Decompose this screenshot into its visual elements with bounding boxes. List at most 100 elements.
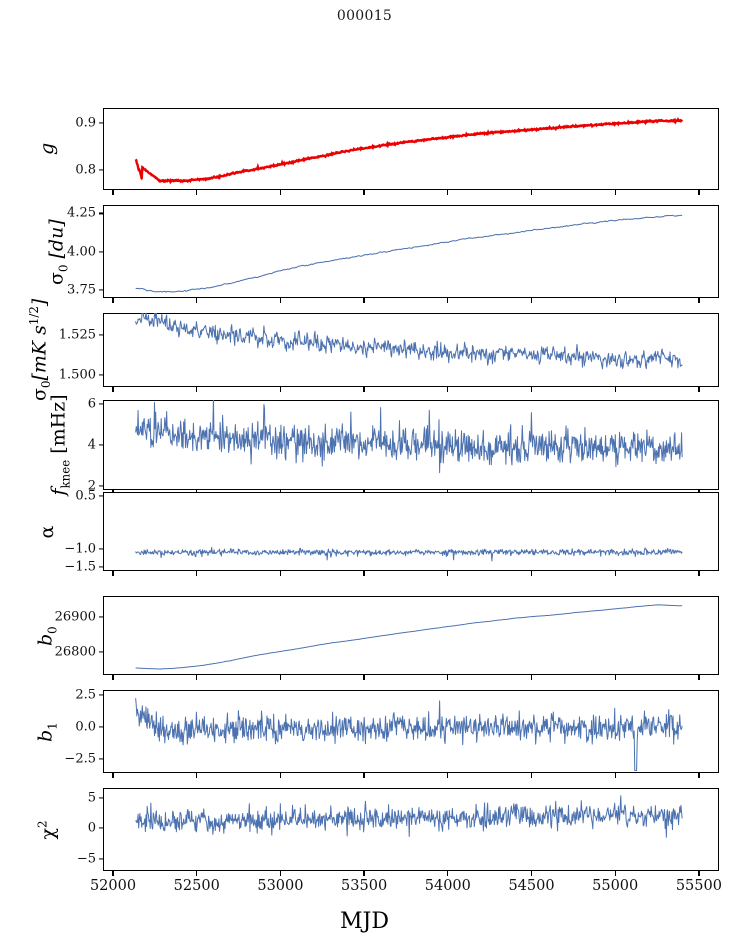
x-tick-mark [698,298,700,303]
y-tick-mark [98,485,103,487]
x-tick-mark [196,871,198,876]
plot-panel-b1: −2.5 0.0 2.5 [64,688,719,778]
y-tick-label: 26900 [54,609,96,625]
plot-panel-sigma0-du: 3.75 4.00 4.25 [67,205,719,303]
x-tick-mark [698,871,700,876]
y-tick-mark [98,495,103,497]
y-tick-label: 6 [87,396,96,412]
y-tick-mark [98,616,103,618]
x-tick-mark [530,773,533,778]
x-tick-mark [698,190,700,195]
x-tick-label: 55500 [675,878,722,894]
x-axis-label: MJD [340,909,389,934]
x-tick-label: 53000 [257,878,304,894]
y-tick-label: 1.525 [58,327,96,343]
line-alpha [135,546,683,562]
y-tick-mark [98,651,103,653]
line-b0 [135,604,683,670]
x-tick-mark [112,571,114,576]
y-tick-mark [98,122,103,124]
y-tick-mark [98,250,103,253]
y-tick-mark [98,212,103,214]
y-axis-label-b0: b0 [34,625,60,646]
x-tick-mark [112,190,114,195]
line-smoothed-gain [135,120,683,183]
y-tick-mark [98,334,103,336]
panel-frame [103,400,719,490]
series-chi2 [135,795,683,838]
series-f-knee [135,400,683,474]
panel-frame [103,108,719,190]
line-chi2 [135,795,683,838]
x-tick-mark [196,298,198,303]
x-tick-mark [112,387,114,392]
y-tick-label: 2 [87,478,96,494]
plot-panel-b0: 26800 26900 [55,596,719,680]
y-axis-label-chi2: χ2 [35,819,59,839]
plot-panel-chi2: −5 0 5 52000 52500 53000 53500 54000 54500 55000 5… [77,788,722,894]
x-tick-mark [614,190,616,195]
x-tick-mark [614,571,616,576]
y-tick-mark [98,444,103,446]
x-tick-label: 54500 [508,878,555,894]
y-axis-label-sigma0-mK: σ0[mK s1/2] [27,298,54,401]
x-tick-mark [279,190,282,195]
x-tick-mark [363,571,365,576]
y-tick-label: 3.75 [67,282,96,298]
y-tick-mark [98,169,103,171]
y-tick-label: −1.0 [64,541,96,557]
x-tick-mark [530,675,533,680]
y-tick-label: 26800 [54,644,96,660]
line-sigma0-du [135,214,683,293]
plot-panel-gain: 0.8 0.9 [75,108,719,195]
x-tick-mark [447,871,449,876]
y-tick-label: 5 [87,790,96,806]
y-tick-label: −1.5 [64,559,96,575]
y-tick-label: 0.9 [75,115,96,131]
x-tick-mark [614,298,616,303]
y-tick-mark [98,827,103,829]
x-tick-mark [112,675,114,680]
series-sigma0-mK [135,313,683,370]
line-b1 [135,698,683,771]
y-tick-mark [98,566,103,568]
x-tick-label: 55000 [592,878,639,894]
y-axis-label-b1: b1 [34,721,60,742]
x-tick-mark [363,871,365,876]
x-tick-mark [698,571,700,576]
x-tick-label: 52000 [89,878,137,894]
y-tick-label: 1.500 [58,367,96,383]
plot-panel-sigma0-mK: 1.500 1.525 [59,313,719,392]
panel-frame [103,690,719,773]
y-tick-label: 2.5 [75,687,96,703]
y-tick-mark [98,758,103,760]
x-tick-label: 53500 [341,878,388,894]
x-tick-mark [196,387,198,392]
y-tick-label: 4 [87,437,96,453]
x-tick-mark [363,675,365,680]
y-tick-label: 0.0 [75,719,96,735]
x-tick-mark [279,298,282,303]
y-tick-label: 4.00 [67,244,96,259]
figure-title: 000015 [336,8,393,24]
y-tick-mark [98,797,103,799]
x-tick-mark [279,387,282,392]
x-tick-mark [614,387,616,392]
x-tick-mark [447,675,449,680]
line-f-knee [135,400,683,474]
x-tick-mark [530,871,533,876]
x-tick-mark [196,190,198,195]
panel-frame [103,492,719,571]
y-tick-label: 4.25 [67,205,96,221]
x-tick-mark [614,871,616,876]
x-tick-mark [447,298,449,303]
y-tick-label: 0.5 [75,488,96,504]
x-tick-mark [363,773,365,778]
y-tick-mark [98,726,103,728]
line-raw-gain [134,117,684,185]
plot-panel-f-knee: 2 4 6 [88,396,719,495]
y-tick-label: 0.8 [75,162,96,178]
y-tick-mark [98,289,103,291]
x-tick-mark [614,675,616,680]
x-tick-mark [447,387,449,392]
